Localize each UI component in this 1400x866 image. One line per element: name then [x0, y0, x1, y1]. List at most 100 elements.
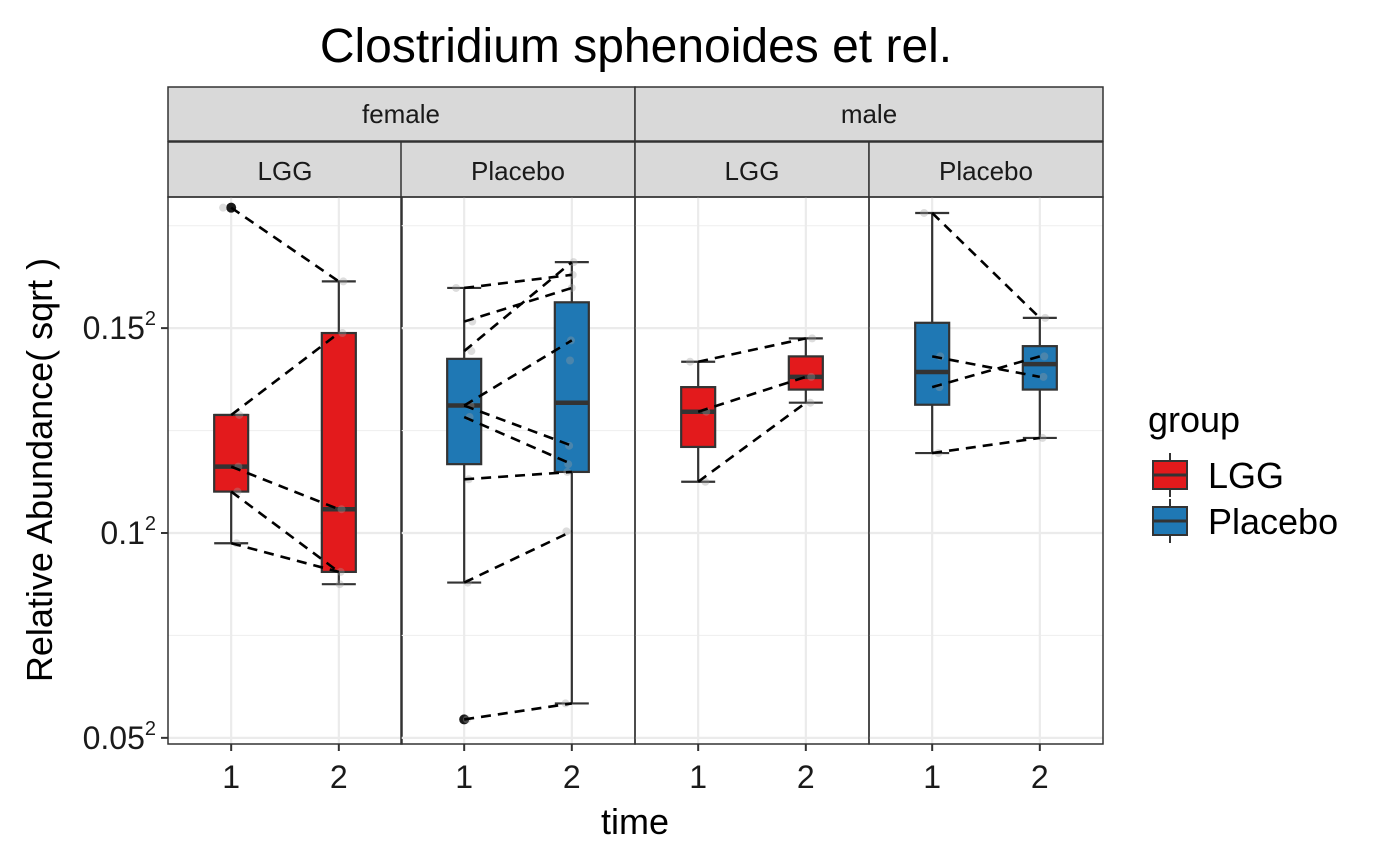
- strip-label-group: Placebo: [471, 156, 565, 186]
- pair-line: [931, 436, 1041, 455]
- pair-line: [230, 490, 340, 573]
- data-point: [567, 283, 576, 292]
- x-tick-label: 2: [1031, 759, 1049, 795]
- x-axis-title: time: [601, 801, 669, 842]
- strip-label-group: Placebo: [939, 156, 1033, 186]
- pair-line: [230, 465, 340, 511]
- box-iqr: [553, 301, 590, 474]
- strip-group-bg: [400, 141, 636, 198]
- pair-line: [463, 530, 573, 584]
- pair-line: [697, 401, 807, 483]
- data-point: [338, 329, 347, 338]
- y-axis-title: Relative Abundance( sqrt ): [19, 258, 60, 682]
- box-time-1: [914, 211, 951, 455]
- strip-group-bg: [634, 141, 870, 198]
- data-point: [686, 357, 695, 366]
- strip-group-bg: [167, 141, 403, 198]
- strip-label-male: male: [841, 99, 897, 129]
- data-point: [569, 258, 578, 267]
- pair-line: [931, 355, 1041, 379]
- pair-line: [463, 261, 573, 353]
- box-iqr: [213, 413, 250, 493]
- strip-label-group: LGG: [258, 156, 313, 186]
- data-point: [1040, 352, 1049, 361]
- data-point: [219, 203, 228, 212]
- x-tick-label: 1: [455, 759, 473, 795]
- x-tick-label: 1: [923, 759, 941, 795]
- legend-label: Placebo: [1208, 501, 1338, 542]
- box-iqr: [787, 355, 824, 391]
- strip-label-group: LGG: [725, 156, 780, 186]
- box-time-2: [1021, 316, 1058, 440]
- data-point: [1039, 372, 1048, 381]
- data-point: [452, 283, 461, 292]
- pair-line: [463, 339, 573, 407]
- panel-female-lgg: LGG 1 2: [167, 141, 403, 795]
- box-time-2: [787, 337, 824, 404]
- panel-male-lgg: LGG 1 2: [634, 141, 870, 795]
- box-time-2: [553, 261, 590, 705]
- data-point: [701, 477, 710, 486]
- data-point: [1041, 313, 1050, 322]
- y-tick-label: 0.152: [83, 308, 156, 346]
- y-tick-base: 0.05: [83, 720, 145, 756]
- pair-line: [230, 541, 340, 574]
- data-point: [568, 270, 577, 279]
- legend-entry-placebo: Placebo: [1152, 499, 1338, 543]
- box-time-1: [680, 360, 717, 483]
- data-point: [808, 334, 817, 343]
- pair-line: [463, 702, 573, 721]
- pair-line: [697, 375, 807, 413]
- pair-line: [463, 404, 573, 447]
- strip-label-female: female: [362, 99, 440, 129]
- pair-line: [931, 212, 1041, 319]
- x-tick-label: 2: [563, 759, 581, 795]
- x-tick-label: 2: [797, 759, 815, 795]
- panel-border: [634, 196, 870, 745]
- data-point: [335, 580, 344, 589]
- panels-layer: LGG 1 2 Placebo 1 2 LGG 1 2 Placebo 1 2: [167, 141, 1104, 795]
- x-tick-label: 2: [330, 759, 348, 795]
- pair-line: [463, 415, 573, 466]
- y-tick-exponent: 2: [145, 718, 156, 740]
- pair-line: [464, 470, 572, 481]
- box-iqr: [1021, 345, 1058, 391]
- data-point: [1038, 433, 1047, 442]
- panel-female-placebo: Placebo 1 2: [400, 141, 636, 795]
- box-iqr: [446, 357, 483, 466]
- legend-label: LGG: [1208, 455, 1284, 496]
- chart-title: Clostridium sphenoides et rel.: [320, 20, 952, 73]
- data-point: [336, 567, 345, 576]
- pair-line: [697, 337, 807, 363]
- legend-entry-lgg: LGG: [1152, 453, 1284, 497]
- data-point: [467, 347, 476, 356]
- y-tick-exponent: 2: [145, 513, 156, 535]
- x-tick-label: 1: [689, 759, 707, 795]
- data-point: [920, 208, 929, 217]
- pair-line: [931, 355, 1041, 389]
- box-iqr: [680, 386, 717, 449]
- pair-line: [230, 206, 340, 283]
- y-tick-exponent: 2: [145, 308, 156, 330]
- box-iqr: [914, 321, 951, 406]
- legend: group LGG Placebo: [1148, 399, 1338, 543]
- strip-female-bg: [167, 86, 636, 142]
- data-point: [339, 277, 348, 286]
- strip-male-bg: [634, 86, 1104, 142]
- y-tick-label: 0.12: [100, 513, 156, 551]
- y-tick-base: 0.1: [100, 515, 144, 551]
- y-tick-label: 0.052: [83, 718, 156, 756]
- pair-line: [230, 331, 340, 417]
- legend-title: group: [1148, 399, 1240, 440]
- box-iqr: [320, 331, 357, 574]
- panel-border: [400, 196, 636, 745]
- data-point: [807, 372, 816, 381]
- x-tick-label: 1: [222, 759, 240, 795]
- data-point: [337, 505, 346, 514]
- pair-line: [463, 286, 573, 323]
- data-point: [235, 410, 244, 419]
- panel-border: [167, 196, 403, 745]
